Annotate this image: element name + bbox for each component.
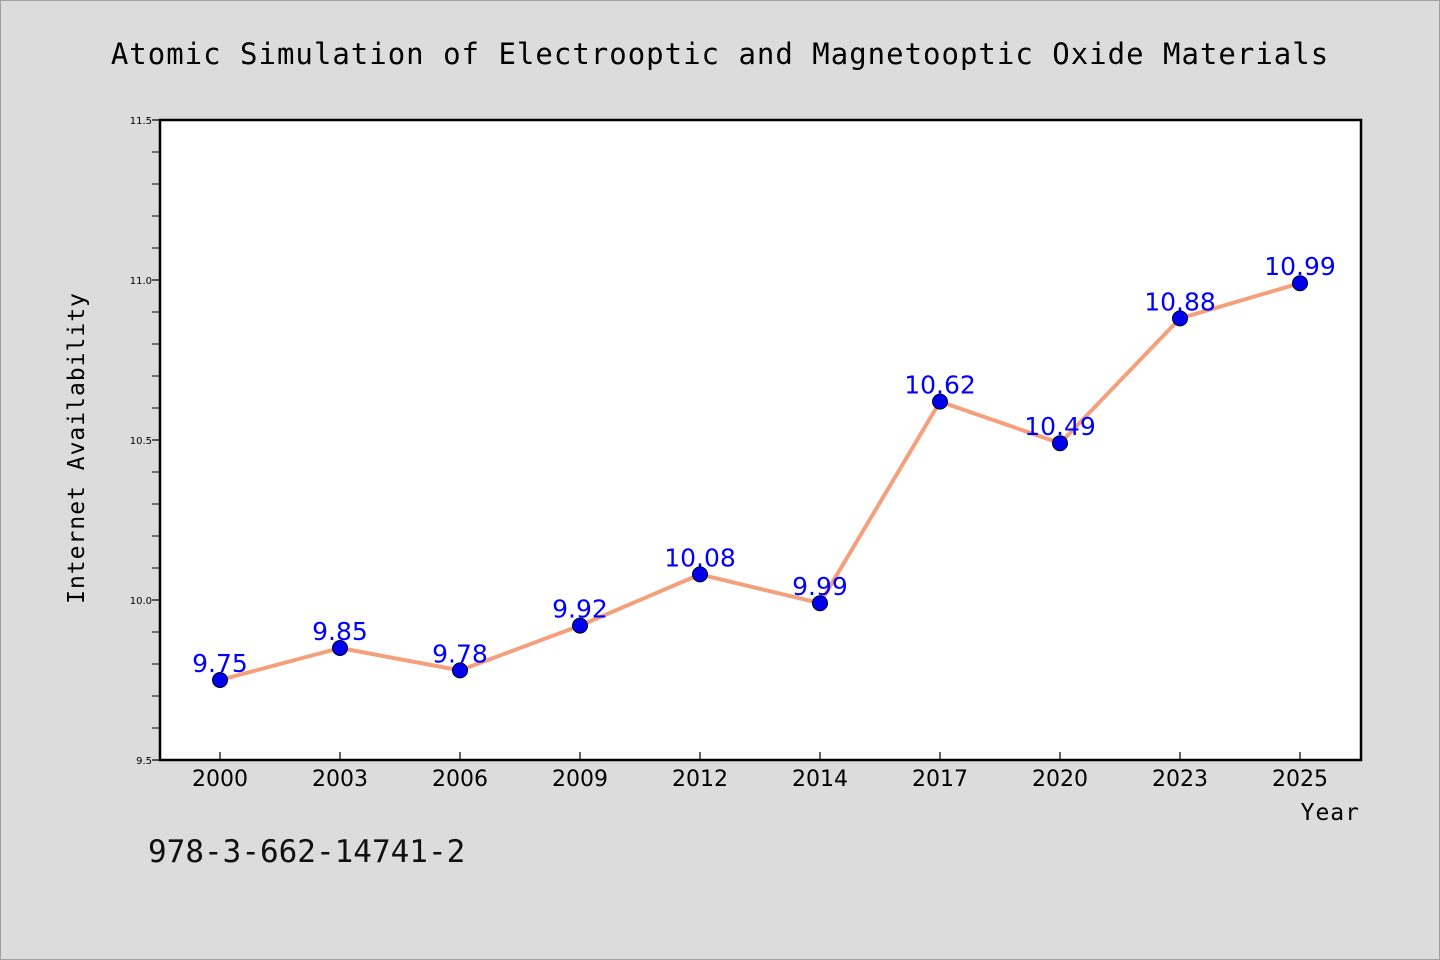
data-point xyxy=(692,566,708,583)
x-tick-label: 2012 xyxy=(672,767,728,792)
data-label: 9.85 xyxy=(312,617,368,646)
x-tick-label: 2020 xyxy=(1032,767,1088,792)
y-axis-label: Internet Availability xyxy=(64,292,90,604)
data-point xyxy=(332,640,348,656)
data-point xyxy=(812,595,828,612)
y-tick-label: 9.5 xyxy=(136,756,152,767)
y-tick-label: 10.5 xyxy=(130,436,152,447)
x-tick-label: 2000 xyxy=(192,767,248,792)
x-axis-label: Year xyxy=(1301,800,1360,826)
data-label: 10.49 xyxy=(1024,412,1096,441)
data-point xyxy=(1052,435,1068,452)
x-tick-label: 2006 xyxy=(432,767,488,792)
y-tick-label: 10.0 xyxy=(130,596,152,607)
data-label: 10.88 xyxy=(1144,287,1216,316)
data-point xyxy=(1172,310,1188,327)
y-tick-label: 11.0 xyxy=(130,276,152,287)
isbn-text: 978-3-662-14741-2 xyxy=(148,834,466,870)
data-label: 9.99 xyxy=(792,572,848,601)
data-point xyxy=(212,672,228,688)
x-axis: 2000 2003 2006 2009 2012 2014 2017 2020 2023 2025 xyxy=(192,752,1328,792)
data-point xyxy=(452,662,468,679)
x-tick-label: 2009 xyxy=(552,767,608,792)
x-tick-label: 2025 xyxy=(1272,767,1328,792)
x-tick-label: 2003 xyxy=(312,767,368,792)
plot-area xyxy=(158,118,1363,762)
data-point xyxy=(1292,275,1308,292)
series-line xyxy=(218,281,1302,682)
data-point xyxy=(932,393,948,410)
data-label: 10.99 xyxy=(1264,252,1336,281)
chart-title: Atomic Simulation of Electrooptic and Ma… xyxy=(111,37,1329,71)
y-axis: 9.5 10.0 10.5 11.0 11.5 xyxy=(130,116,160,767)
y-tick-label: 11.5 xyxy=(130,116,152,127)
x-tick-label: 2017 xyxy=(912,767,968,792)
x-tick-label: 2023 xyxy=(1152,767,1208,792)
data-label: 9.75 xyxy=(192,649,248,678)
data-label: 9.78 xyxy=(432,639,488,668)
series-availability: 9.75 9.85 9.78 9.92 10.08 9.99 10.62 10.49 10.88… xyxy=(192,252,1336,688)
data-label: 9.92 xyxy=(552,595,608,624)
data-label: 10.08 xyxy=(664,543,736,572)
data-label: 10.62 xyxy=(904,371,976,400)
data-point xyxy=(572,617,588,634)
x-tick-label: 2014 xyxy=(792,767,848,792)
